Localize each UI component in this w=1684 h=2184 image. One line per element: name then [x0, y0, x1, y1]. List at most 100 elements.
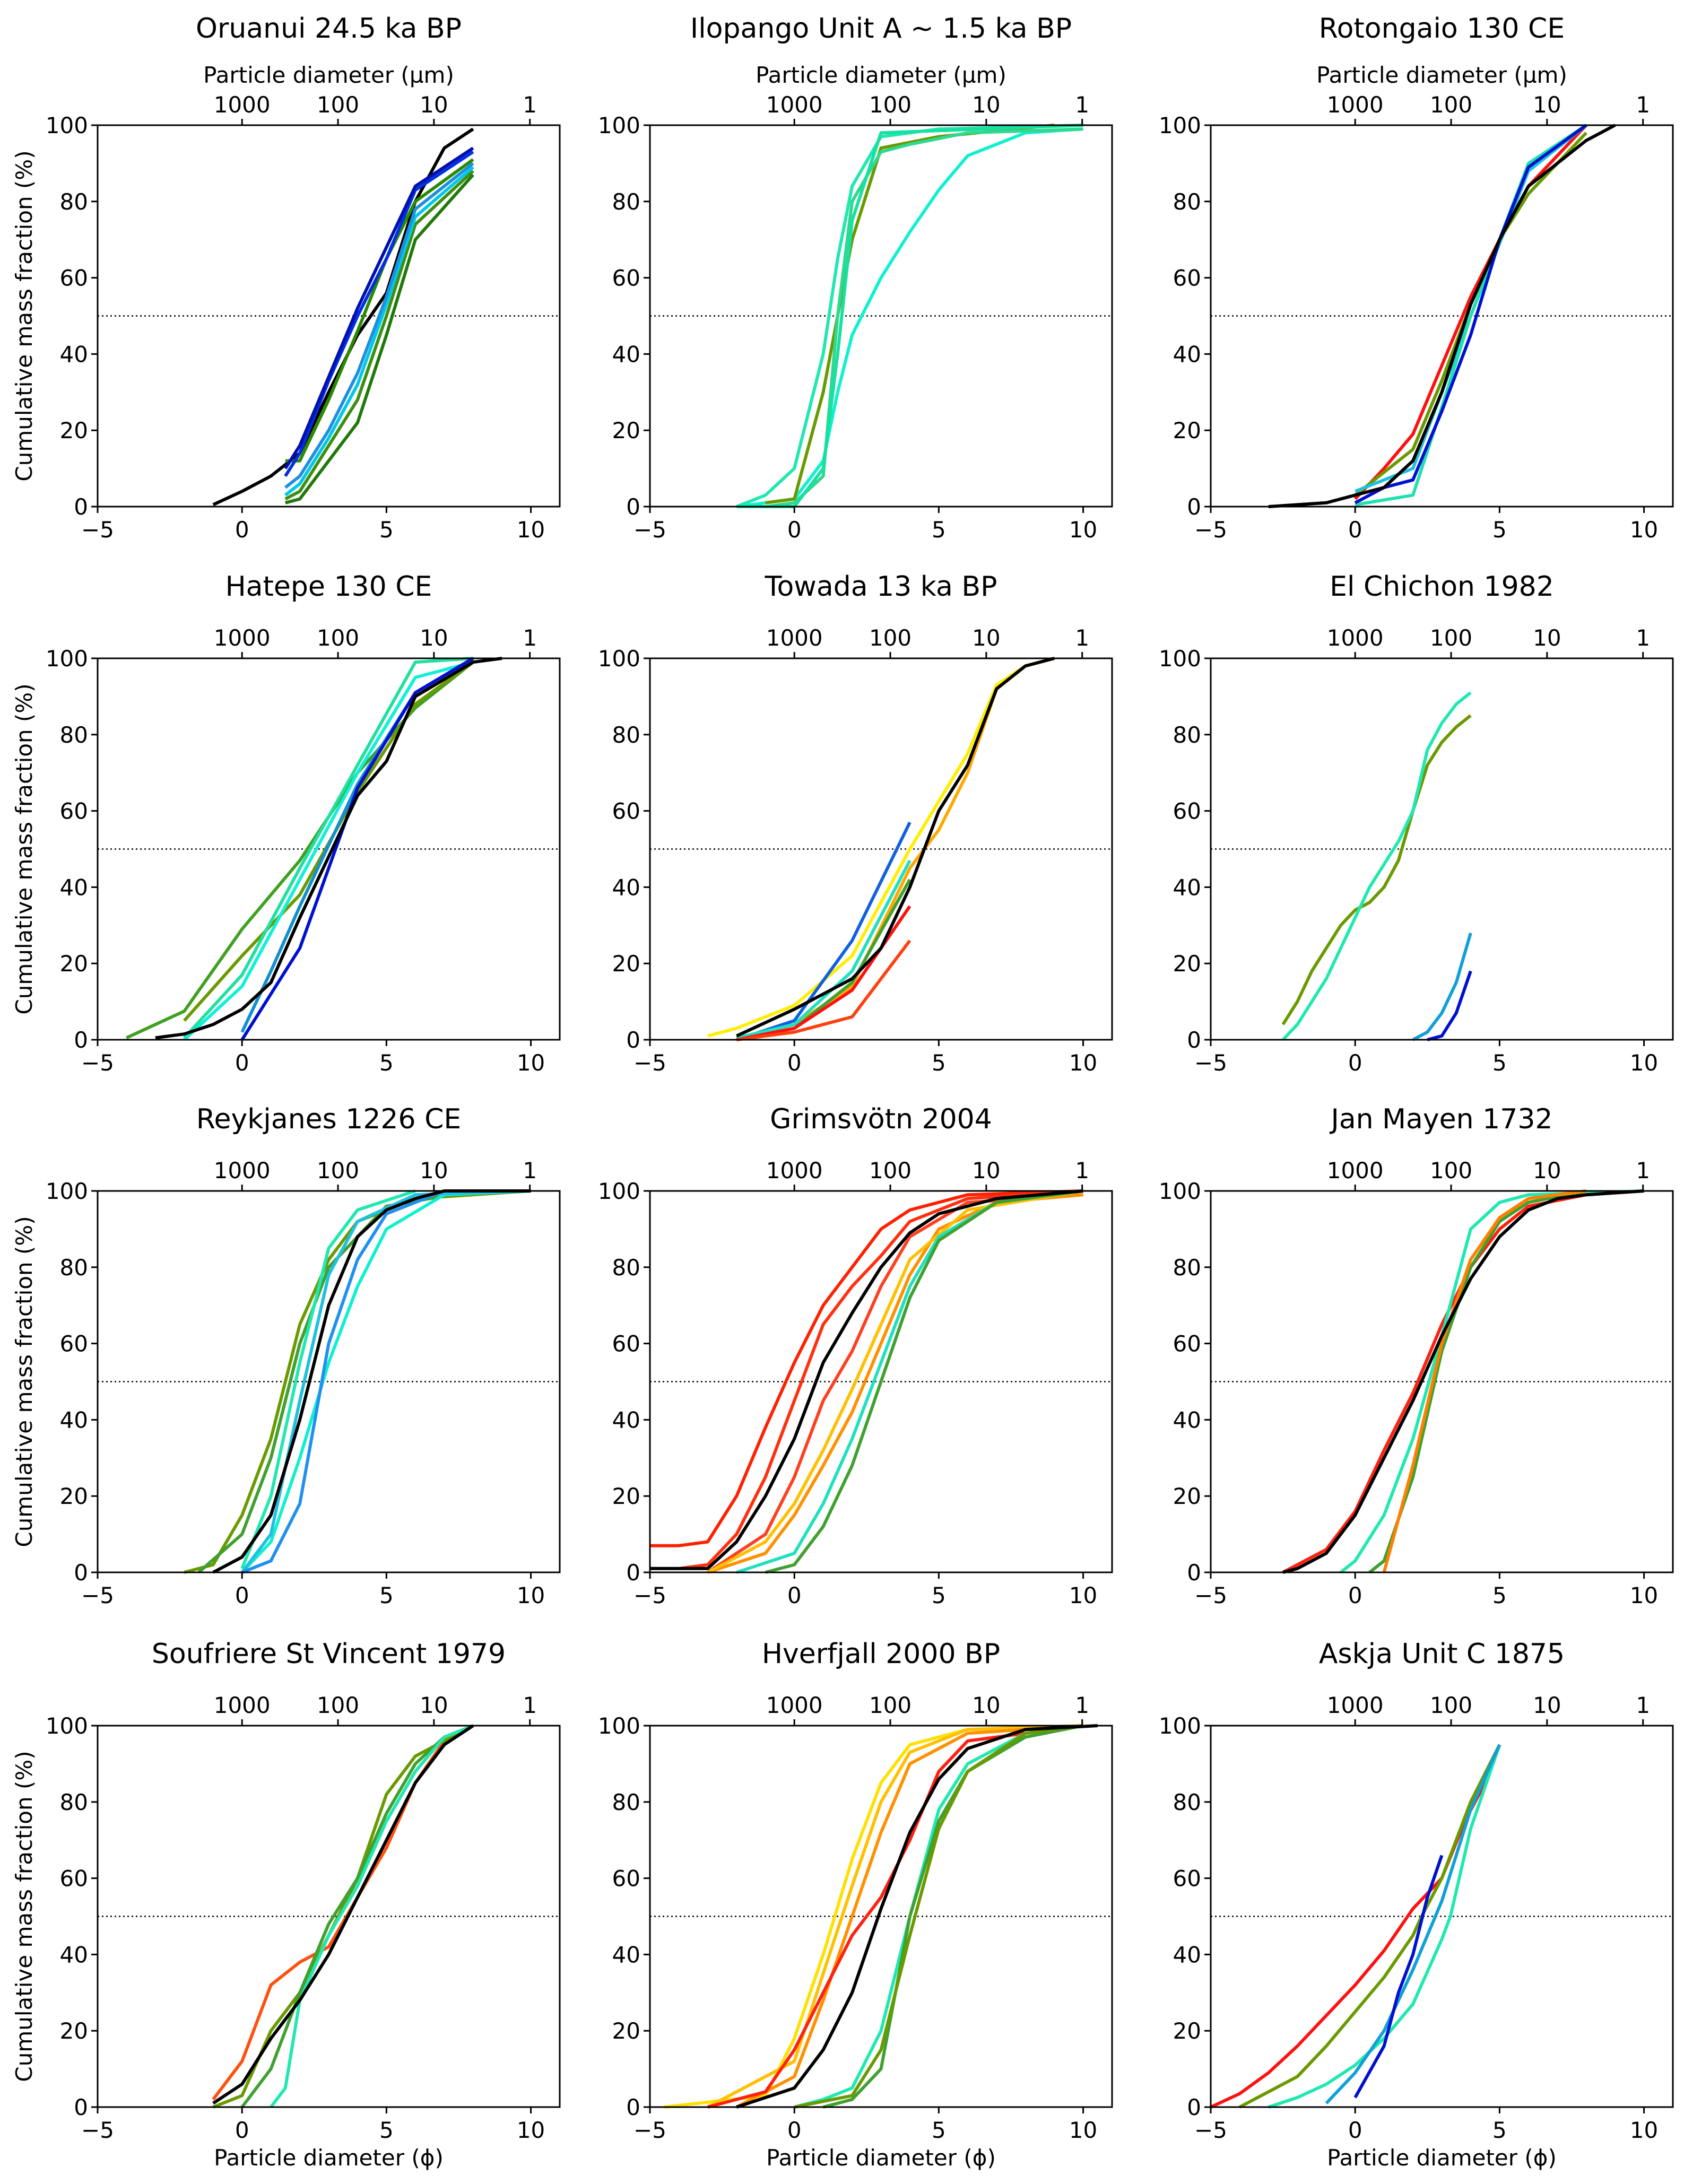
panel-title: Reykjanes 1226 CE [196, 1103, 462, 1135]
x-tick-label: 10 [517, 2117, 545, 2143]
y-tick-label: 60 [60, 1331, 88, 1357]
y-tick-label: 20 [612, 1483, 640, 1509]
x-tick-label: 5 [1492, 1050, 1507, 1076]
panel: Askja Unit C 1875 Particle diameter (ϕ) −5… [1159, 1638, 1674, 2171]
series-line [794, 1724, 1083, 2109]
x-tick-label: 5 [379, 1050, 394, 1076]
x-tick-label: −5 [633, 2117, 666, 2143]
x-axis-label: Particle diameter (ϕ) [214, 2145, 444, 2171]
x-tick-label: 5 [379, 2117, 394, 2143]
x-tick-label: −5 [81, 517, 114, 543]
top-axis-label: Particle diameter (µm) [756, 62, 1006, 88]
y-tick-label: 20 [60, 1483, 88, 1509]
y-tick-label: 0 [626, 1027, 640, 1053]
x-tick-label: −5 [633, 517, 666, 543]
x-tick-label: −5 [1194, 1582, 1227, 1608]
series-line [126, 660, 474, 1040]
panel-title: Hatepe 130 CE [225, 571, 432, 603]
y-tick-label: 40 [60, 341, 88, 367]
series-line [1210, 1744, 1501, 2109]
x-tick-label: 5 [932, 1582, 946, 1608]
y-tick-label: 80 [1173, 1255, 1201, 1281]
x-tick-label: −5 [1194, 1050, 1227, 1076]
top-tick-label: 1000 [1327, 1158, 1384, 1184]
plot-frame [649, 1190, 1113, 1573]
y-tick-label: 60 [1173, 1331, 1201, 1357]
top-tick-label: 10 [1533, 1692, 1561, 1718]
series-line [212, 127, 474, 507]
y-axis-label: Cumulative mass fraction (%) [11, 1751, 37, 2082]
panel-title: Rotongaio 130 CE [1319, 13, 1565, 45]
top-tick-label: 10 [1533, 625, 1561, 651]
x-tick-label: 0 [1348, 517, 1362, 543]
series-line [736, 1724, 1098, 2109]
series-line [736, 939, 912, 1041]
plot-frame [97, 1725, 561, 2108]
x-tick-label: 5 [932, 517, 946, 543]
x-tick-label: −5 [81, 2117, 114, 2143]
x-tick-label: 5 [379, 1582, 394, 1608]
y-tick-label: 20 [1173, 951, 1201, 977]
y-tick-label: 40 [612, 341, 640, 367]
y-tick-label: 80 [612, 1255, 640, 1281]
y-tick-label: 60 [612, 798, 640, 824]
y-tick-label: 60 [612, 265, 640, 291]
x-tick-label: 5 [1492, 517, 1507, 543]
series-line [1281, 714, 1472, 1025]
x-tick-label: 10 [1630, 517, 1658, 543]
series-line [650, 1189, 1083, 1570]
series-line [650, 1189, 1083, 1547]
series-line [270, 1724, 474, 2108]
x-tick-label: 10 [517, 517, 545, 543]
series-line [707, 1193, 1083, 1574]
panel-title: Hverfjall 2000 BP [762, 1638, 1000, 1670]
y-tick-label: 80 [60, 1255, 88, 1281]
y-tick-label: 0 [74, 1560, 88, 1586]
x-tick-label: −5 [633, 1582, 666, 1608]
series-line [765, 124, 1055, 504]
series-line [240, 1189, 531, 1573]
y-tick-label: 20 [612, 417, 640, 443]
y-tick-label: 100 [598, 112, 640, 138]
series-line [679, 1189, 1083, 1570]
panel-title: Soufriere St Vincent 1979 [152, 1638, 506, 1670]
top-axis-label: Particle diameter (µm) [1316, 62, 1567, 88]
y-tick-label: 40 [1173, 1942, 1201, 1968]
y-tick-label: 60 [612, 1866, 640, 1892]
y-tick-label: 100 [598, 646, 640, 672]
y-tick-label: 20 [612, 2018, 640, 2044]
y-axis-label: Cumulative mass fraction (%) [11, 1216, 37, 1547]
top-tick-label: 1000 [1327, 625, 1384, 651]
y-tick-label: 60 [1173, 265, 1201, 291]
plot-frame [97, 124, 561, 508]
panel: Oruanui 24.5 ka BP Particle diameter (µm)… [11, 13, 561, 543]
top-tick-label: 1 [523, 1692, 537, 1718]
x-tick-label: 10 [1069, 1582, 1097, 1608]
y-tick-label: 0 [626, 494, 640, 520]
series-line [1281, 691, 1472, 1041]
series-line [1353, 1855, 1444, 2099]
series-line [285, 173, 474, 504]
y-tick-label: 20 [1173, 2018, 1201, 2044]
y-tick-label: 0 [1187, 1560, 1201, 1586]
y-tick-label: 0 [626, 1560, 640, 1586]
x-tick-label: 10 [517, 1582, 545, 1608]
y-axis-label: Cumulative mass fraction (%) [11, 150, 37, 481]
x-tick-label: 5 [932, 2117, 946, 2143]
top-tick-label: 100 [317, 1692, 359, 1718]
top-axis-label: Particle diameter (µm) [203, 62, 454, 88]
top-tick-label: 1 [1636, 1158, 1650, 1184]
x-tick-label: −5 [633, 1050, 666, 1076]
series-line [707, 1724, 1083, 2109]
top-tick-label: 1 [1636, 92, 1650, 118]
plot-frame [649, 124, 1113, 508]
x-tick-label: 0 [787, 1582, 802, 1608]
top-tick-label: 1000 [214, 1692, 271, 1718]
y-tick-label: 40 [1173, 341, 1201, 367]
series-line [212, 1724, 474, 2105]
series-line [707, 1193, 1083, 1574]
series-line [1268, 1744, 1501, 2109]
top-tick-label: 100 [869, 625, 912, 651]
